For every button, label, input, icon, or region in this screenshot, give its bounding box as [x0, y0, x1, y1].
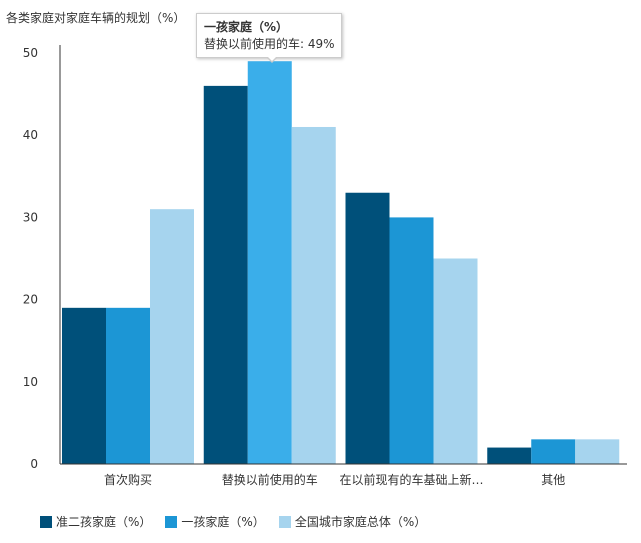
bar-series-2-category-4[interactable] [531, 439, 576, 464]
y-tick-label: 10 [23, 375, 38, 389]
legend-item-series-3[interactable]: 全国城市家庭总体（%） [278, 513, 427, 530]
y-tick-label: 40 [23, 128, 38, 142]
x-tick-label: 替换以前使用的车 [222, 472, 318, 487]
bar-series-3-category-3[interactable] [433, 258, 478, 465]
legend-label-series-1: 准二孩家庭（%） [56, 515, 152, 529]
bars [62, 61, 620, 465]
y-axis: 0 10 20 30 40 50 [23, 45, 61, 471]
tooltip-arrow-inner [267, 56, 277, 61]
x-axis: 首次购买 替换以前使用的车 在以前现有的车基础上新… 其他 [60, 463, 627, 487]
y-tick-label: 30 [23, 210, 38, 224]
legend-label-series-3: 全国城市家庭总体（%） [294, 515, 427, 529]
bar-series-3-category-2[interactable] [291, 126, 336, 464]
bar-series-1-category-3[interactable] [345, 192, 390, 465]
x-tick-label: 首次购买 [104, 472, 152, 487]
legend-label-series-2: 一孩家庭（%） [181, 515, 265, 529]
tooltip: 一孩家庭（%） 替换以前使用的车: 49% [196, 13, 342, 58]
legend-swatch-series-3 [278, 515, 291, 528]
x-tick-label: 在以前现有的车基础上新… [339, 472, 483, 487]
bar-series-3-category-4[interactable] [575, 439, 620, 464]
bar-series-2-category-1[interactable] [106, 307, 150, 464]
legend-swatch-series-1 [40, 515, 52, 528]
y-tick-label: 20 [23, 293, 38, 307]
y-tick-label: 50 [23, 46, 38, 60]
chart-title: 各类家庭对家庭车辆的规划（%） [6, 10, 185, 25]
legend-item-series-2[interactable]: 一孩家庭（%） [165, 513, 265, 530]
tooltip-title: 一孩家庭（%） [204, 20, 289, 34]
x-tick-label: 其他 [541, 473, 565, 487]
legend-swatch-series-2 [165, 515, 178, 528]
legend: 准二孩家庭（%） 一孩家庭（%） 全国城市家庭总体（%） [40, 513, 426, 530]
legend-item-series-1[interactable]: 准二孩家庭（%） [40, 513, 151, 530]
y-tick-label: 0 [30, 457, 38, 471]
bar-series-3-category-1[interactable] [150, 209, 194, 464]
bar-series-1-category-1[interactable] [62, 307, 106, 464]
bar-series-2-category-2[interactable] [247, 61, 292, 464]
bar-series-1-category-4[interactable] [487, 447, 532, 464]
bar-series-2-category-3[interactable] [389, 217, 434, 464]
tooltip-text: 替换以前使用的车: 49% [204, 37, 335, 51]
bar-series-1-category-2[interactable] [203, 85, 248, 464]
